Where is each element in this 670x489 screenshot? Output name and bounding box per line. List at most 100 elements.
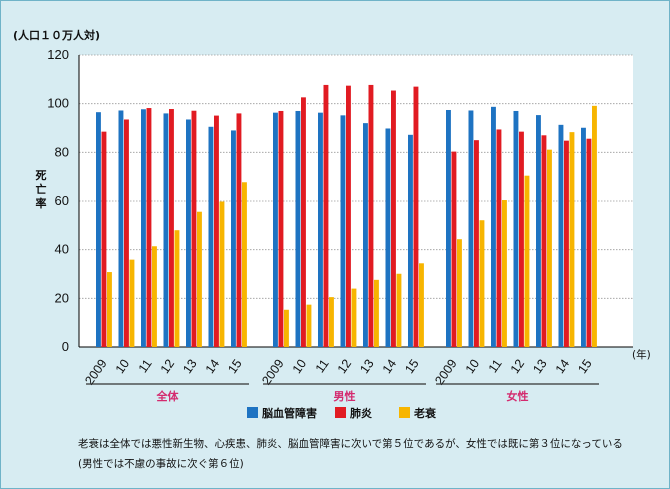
y-tick-label: 20 <box>55 290 69 305</box>
bar-肺炎-全体-15 <box>236 113 242 348</box>
bar-肺炎-全体-13 <box>191 110 197 348</box>
group-label-全体: 全体 <box>156 389 180 403</box>
y-tick-label: 40 <box>55 242 69 257</box>
bar-老衰-全体-15 <box>242 182 247 347</box>
x-tick-label: 2009 <box>432 357 459 388</box>
bar-脳血管障害-男性-14 <box>385 128 391 347</box>
bar-肺炎-女性-14 <box>564 140 569 347</box>
bar-老衰-女性-11 <box>502 200 507 347</box>
bar-肺炎-女性-2009 <box>451 151 457 347</box>
x-tick-label: 11 <box>136 357 155 376</box>
bar-肺炎-男性-15 <box>413 86 419 347</box>
bar-肺炎-男性-14 <box>391 90 396 347</box>
bar-脳血管障害-全体-10 <box>118 110 124 347</box>
x-tick-label: 15 <box>575 357 594 376</box>
bar-老衰-男性-12 <box>351 288 357 347</box>
x-tick-label: 13 <box>180 357 199 376</box>
bar-老衰-全体-12 <box>174 230 180 347</box>
y-tick-label: 80 <box>55 144 69 159</box>
x-tick-label: 10 <box>113 357 132 376</box>
bar-脳血管障害-女性-15 <box>581 127 586 347</box>
x-tick-label: 12 <box>158 357 177 376</box>
bar-老衰-全体-2009 <box>107 272 112 347</box>
bar-脳血管障害-女性-12 <box>513 110 519 347</box>
x-tick-label: 10 <box>290 357 309 376</box>
bar-脳血管障害-男性-10 <box>295 110 301 347</box>
y-axis-label-char: 死 <box>36 169 47 182</box>
bar-老衰-全体-11 <box>152 246 157 347</box>
y-axis-label-char: 亡 <box>36 182 47 196</box>
bar-老衰-男性-14 <box>396 273 402 347</box>
y-tick-label: 120 <box>47 47 69 62</box>
bar-脳血管障害-全体-11 <box>141 109 146 347</box>
legend-label-肺炎: 肺炎 <box>350 406 372 420</box>
bar-脳血管障害-女性-10 <box>468 110 474 347</box>
bar-老衰-男性-10 <box>306 304 312 347</box>
bar-脳血管障害-女性-11 <box>491 106 496 347</box>
x-tick-label: 2009 <box>259 357 286 388</box>
bar-肺炎-全体-2009 <box>101 131 107 347</box>
x-tick-label: 14 <box>203 357 222 376</box>
bar-老衰-全体-14 <box>219 201 225 347</box>
bar-肺炎-男性-11 <box>323 84 329 348</box>
x-tick-label: 2009 <box>82 357 109 388</box>
bar-脳血管障害-男性-13 <box>363 123 368 347</box>
bar-肺炎-男性-10 <box>301 97 306 347</box>
unit-label: (人口１０万人対) <box>13 28 100 42</box>
footnote-line-2: (男性では不慮の事故に次ぐ第６位) <box>78 458 244 470</box>
bar-脳血管障害-女性-2009 <box>446 109 451 347</box>
bar-肺炎-女性-13 <box>541 135 547 347</box>
bar-脳血管障害-全体-15 <box>231 130 236 347</box>
x-tick-label: 14 <box>380 357 399 376</box>
bar-肺炎-女性-11 <box>496 129 502 347</box>
bar-老衰-女性-15 <box>592 105 597 348</box>
y-tick-label: 0 <box>62 339 69 354</box>
footnote-line-1: 老衰は全体では悪性新生物、心疾患、肺炎、脳血管障害に次いで第５位であるが、女性で… <box>78 438 623 450</box>
bar-肺炎-女性-12 <box>519 131 524 347</box>
bar-脳血管障害-男性-12 <box>340 115 346 347</box>
bar-肺炎-男性-12 <box>346 85 351 347</box>
bar-脳血管障害-全体-13 <box>186 119 191 347</box>
bar-肺炎-女性-15 <box>586 138 592 347</box>
x-tick-label: 14 <box>553 357 572 376</box>
bar-肺炎-女性-10 <box>474 140 479 347</box>
bar-肺炎-全体-10 <box>124 119 129 347</box>
x-tick-label: 13 <box>530 357 549 376</box>
x-tick-label: 12 <box>335 357 354 376</box>
bar-肺炎-全体-11 <box>146 108 152 348</box>
bar-肺炎-男性-13 <box>368 84 374 348</box>
x-tick-label: 15 <box>402 357 421 376</box>
bar-老衰-女性-10 <box>479 220 485 347</box>
bar-老衰-女性-13 <box>547 149 552 347</box>
bar-脳血管障害-男性-11 <box>318 112 323 347</box>
bar-肺炎-全体-12 <box>169 109 174 348</box>
bar-老衰-全体-10 <box>129 259 135 347</box>
bar-脳血管障害-男性-15 <box>408 134 413 347</box>
bar-肺炎-全体-14 <box>214 115 219 347</box>
x-tick-label: 13 <box>357 357 376 376</box>
y-axis-label-char: 率 <box>36 196 47 210</box>
x-tick-label: 11 <box>313 357 332 376</box>
x-tick-label: 15 <box>225 357 244 376</box>
legend-swatch-脳血管障害 <box>247 407 258 418</box>
group-label-男性: 男性 <box>334 389 356 403</box>
bar-老衰-男性-2009 <box>284 309 289 347</box>
bar-肺炎-男性-2009 <box>278 110 284 347</box>
bar-老衰-男性-11 <box>329 297 334 347</box>
bar-老衰-全体-13 <box>197 211 202 347</box>
group-label-女性: 女性 <box>507 389 529 403</box>
x-tick-label: 12 <box>508 357 527 376</box>
legend-label-脳血管障害: 脳血管障害 <box>262 406 317 420</box>
bar-老衰-女性-12 <box>524 175 530 347</box>
bar-脳血管障害-全体-2009 <box>96 112 101 347</box>
legend-label-老衰: 老衰 <box>413 406 437 420</box>
y-tick-label: 60 <box>55 193 69 208</box>
bar-脳血管障害-全体-12 <box>163 113 169 348</box>
x-tick-label: 11 <box>486 357 505 376</box>
bar-老衰-女性-14 <box>569 132 575 347</box>
legend-swatch-肺炎 <box>335 407 346 418</box>
legend-swatch-老衰 <box>399 407 410 418</box>
bar-脳血管障害-全体-14 <box>208 126 214 348</box>
